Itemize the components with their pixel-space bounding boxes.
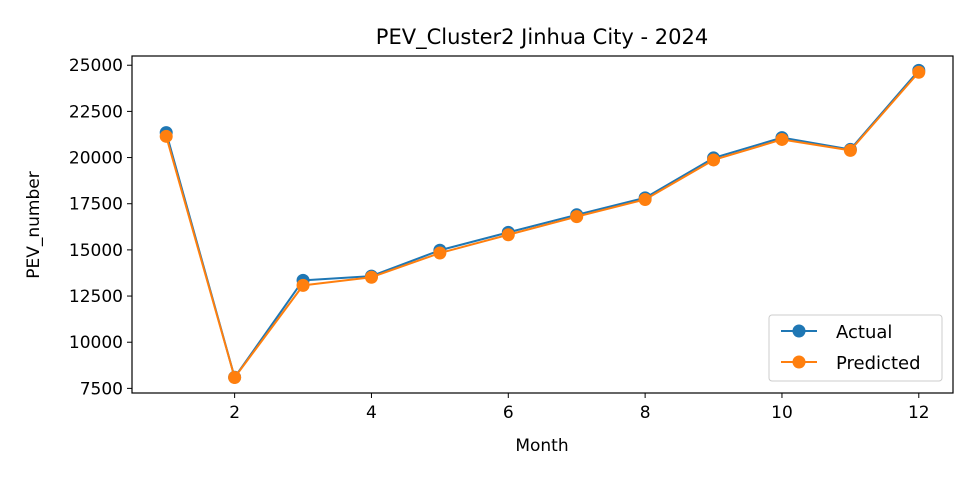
- legend: Actual Predicted: [768, 314, 943, 382]
- axes-frame: [131, 55, 954, 394]
- y-tick-label: 22500: [69, 102, 123, 122]
- y-tick-label: 15000: [69, 241, 123, 261]
- y-tick-label: 10000: [69, 333, 123, 353]
- x-tick-label: 2: [229, 403, 240, 423]
- data-point-predicted: [707, 153, 721, 167]
- data-point-predicted: [570, 210, 584, 224]
- legend-label-actual: Actual: [836, 322, 892, 343]
- plot-area: [159, 63, 926, 384]
- data-point-predicted: [159, 129, 173, 143]
- y-tick-label: 12500: [69, 287, 123, 307]
- data-point-predicted: [364, 270, 378, 284]
- y-axis: 7500 10000 12500 15000 17500 20000 22500 25000: [69, 56, 132, 399]
- data-point-predicted: [843, 143, 857, 157]
- series-line-predicted: [165, 71, 920, 379]
- legend-marker-actual: [792, 324, 806, 338]
- data-point-predicted: [775, 132, 789, 146]
- x-tick-label: 10: [771, 403, 793, 423]
- x-tick-label: 12: [908, 403, 930, 423]
- chart-title: PEV_Cluster2 Jinhua City - 2024: [376, 25, 708, 50]
- data-point-predicted: [228, 370, 242, 384]
- data-point-predicted: [638, 192, 652, 206]
- x-tick-label: 6: [503, 403, 514, 423]
- x-axis: 2 4 6 8 10 12: [229, 393, 930, 423]
- data-point-predicted: [296, 278, 310, 292]
- y-axis-title: PEV_number: [24, 171, 44, 278]
- legend-label-predicted: Predicted: [836, 353, 921, 374]
- series-predicted: [159, 65, 926, 384]
- y-tick-label: 7500: [80, 379, 123, 399]
- data-point-predicted: [433, 246, 447, 260]
- legend-marker-predicted: [792, 355, 806, 369]
- data-point-predicted: [501, 228, 515, 242]
- y-tick-label: 17500: [69, 195, 123, 215]
- x-tick-label: 4: [366, 403, 377, 423]
- x-axis-title: Month: [515, 436, 568, 456]
- data-point-predicted: [912, 65, 926, 79]
- series-line-actual: [165, 69, 920, 379]
- y-tick-label: 25000: [69, 56, 123, 76]
- y-tick-label: 20000: [69, 149, 123, 169]
- x-tick-label: 8: [640, 403, 651, 423]
